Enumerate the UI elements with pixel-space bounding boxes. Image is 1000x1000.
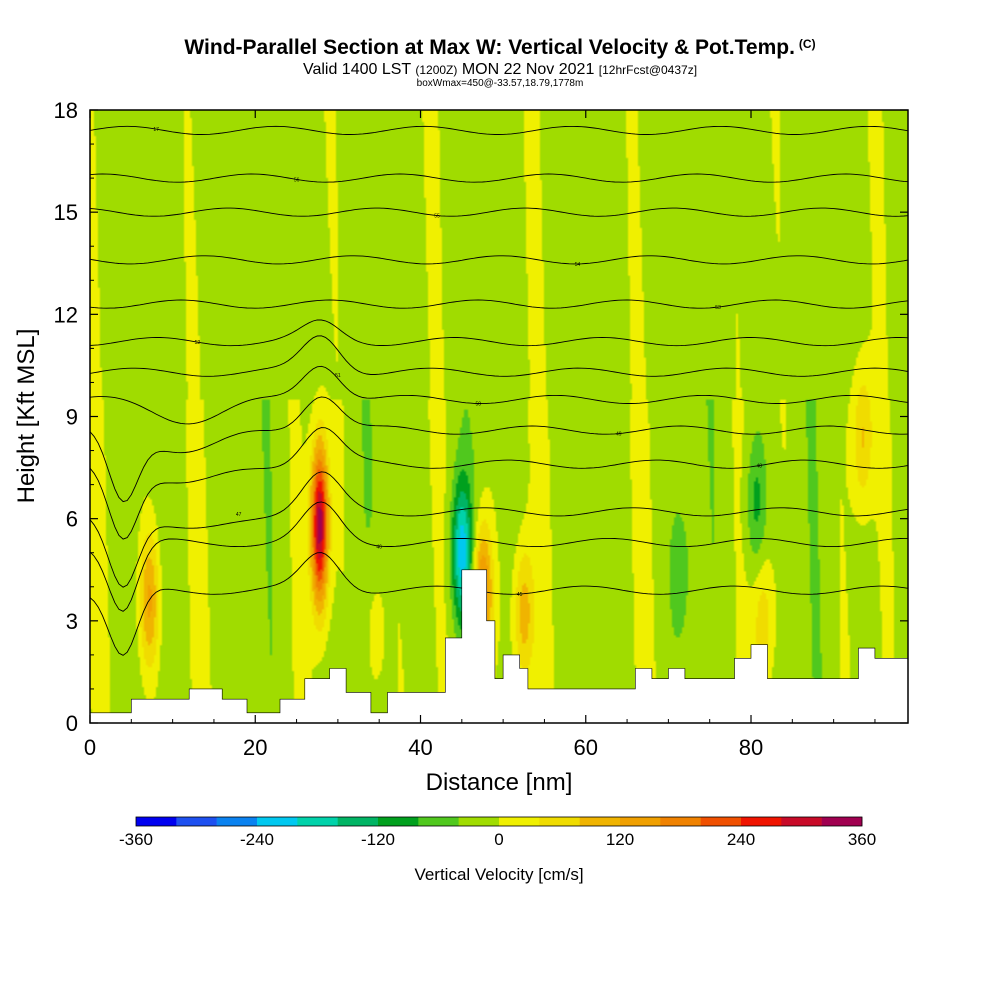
theta-contour-line — [90, 207, 908, 217]
colorbar-tick-label: -360 — [119, 830, 153, 849]
y-tick-label: 3 — [66, 609, 78, 634]
y-tick-label: 6 — [66, 507, 78, 532]
colorbar-swatch — [176, 817, 217, 826]
colorbar-tick-label: 0 — [494, 830, 503, 849]
theta-contour-line — [90, 471, 908, 588]
theta-contour-line — [90, 365, 908, 425]
x-axis: 0 20 40 60 80 — [84, 110, 876, 760]
theta-contour-label: 54 — [575, 262, 581, 268]
theta-contour-line — [90, 427, 908, 540]
y-tick-label: 9 — [66, 405, 78, 430]
colorbar-tick-label: 240 — [727, 830, 755, 849]
chart-title: Wind-Parallel Section at Max W: Vertical… — [184, 36, 816, 59]
x-tick-label: 80 — [739, 735, 763, 760]
theta-contour-label: 50 — [476, 402, 482, 408]
x-tick-label: 20 — [243, 735, 267, 760]
plot-area: 17 56 55 54 53 52 51 50 49 48 47 46 45 — [90, 110, 908, 723]
colorbar-swatch — [418, 817, 459, 826]
valid-time: Valid 1400 LST — [302, 61, 411, 78]
colorbar-swatch — [700, 817, 742, 826]
theta-contour-label: 49 — [616, 432, 622, 438]
valid-date: MON 22 Nov 2021 — [461, 61, 595, 78]
theta-contour-labels: 17 56 55 54 53 52 51 50 49 48 47 46 45 — [153, 127, 762, 598]
colorbar-swatch — [620, 817, 661, 826]
theta-contour-line — [90, 255, 908, 265]
theta-contour-line — [90, 125, 908, 135]
valid-utc: (1200Z) — [415, 63, 458, 77]
colorbar-swatch — [539, 817, 580, 826]
theta-contour-line — [90, 173, 908, 183]
theta-contour-label: 48 — [757, 464, 763, 470]
theta-contour-label: 45 — [517, 592, 523, 598]
x-tick-label: 0 — [84, 735, 96, 760]
theta-contour-line — [90, 319, 908, 347]
x-tick-label: 60 — [574, 735, 598, 760]
copyright-mark: (C) — [798, 37, 816, 51]
theta-contour-line — [90, 335, 908, 377]
colorbar-swatch — [499, 817, 540, 826]
theta-contour-line — [90, 501, 908, 612]
colorbar-frame — [135, 816, 863, 827]
colorbar-swatch — [741, 817, 782, 826]
theta-contour-label: 53 — [715, 305, 721, 311]
colorbar-swatch — [136, 817, 177, 826]
colorbar-tick-label: 360 — [848, 830, 876, 849]
colorbar-swatch — [257, 817, 298, 826]
forecast-info: [12hrFcst@0437z] — [598, 63, 698, 77]
theta-contour-label: 55 — [434, 214, 440, 220]
colorbar-swatch — [337, 817, 379, 826]
y-tick-label: 0 — [66, 711, 78, 736]
colorbar-swatch — [660, 817, 701, 826]
velocity-heatmap — [90, 110, 908, 723]
colorbar-swatch — [781, 817, 822, 826]
colorbar-tick-label: -240 — [240, 830, 274, 849]
theta-contour-label: 52 — [195, 340, 201, 346]
box-info: boxWmax=450@-33.57,18.79,1778m — [416, 78, 584, 89]
theta-contour-line — [90, 396, 908, 503]
theta-contour-line — [90, 552, 908, 656]
chart-subtitle: Valid 1400 LST (1200Z) MON 22 Nov 2021 [… — [0, 61, 1000, 79]
y-tick-label: 15 — [54, 200, 78, 225]
colorbar-tick-label: 120 — [606, 830, 634, 849]
colorbar-swatch — [378, 817, 419, 826]
theta-contours — [90, 125, 908, 656]
theta-contour-label: 17 — [153, 127, 159, 133]
colorbar-swatch — [297, 817, 338, 826]
colorbar-tick-label: -120 — [361, 830, 395, 849]
colorbar-swatch — [821, 817, 863, 826]
theta-contour-label: 46 — [376, 544, 382, 550]
y-tick-label: 12 — [54, 302, 78, 327]
x-tick-label: 40 — [408, 735, 432, 760]
colorbar-swatch — [216, 817, 258, 826]
y-axis: 0 3 6 9 12 15 18 — [54, 98, 908, 736]
colorbar-swatch — [458, 817, 500, 826]
x-axis-label: Distance [nm] — [426, 769, 573, 796]
theta-contour-label: 51 — [335, 373, 341, 379]
terrain — [90, 569, 908, 723]
colorbar-title: Vertical Velocity [cm/s] — [414, 865, 583, 884]
theta-contour-line — [90, 299, 908, 309]
y-tick-label: 18 — [54, 98, 78, 123]
colorbar: -360 -240 -120 0 120 240 360 — [119, 816, 876, 849]
theta-contour-label: 56 — [294, 177, 300, 183]
theta-contour-label: 47 — [236, 512, 242, 518]
colorbar-swatch — [579, 817, 621, 826]
y-axis-label: Height [Kft MSL] — [13, 329, 40, 504]
